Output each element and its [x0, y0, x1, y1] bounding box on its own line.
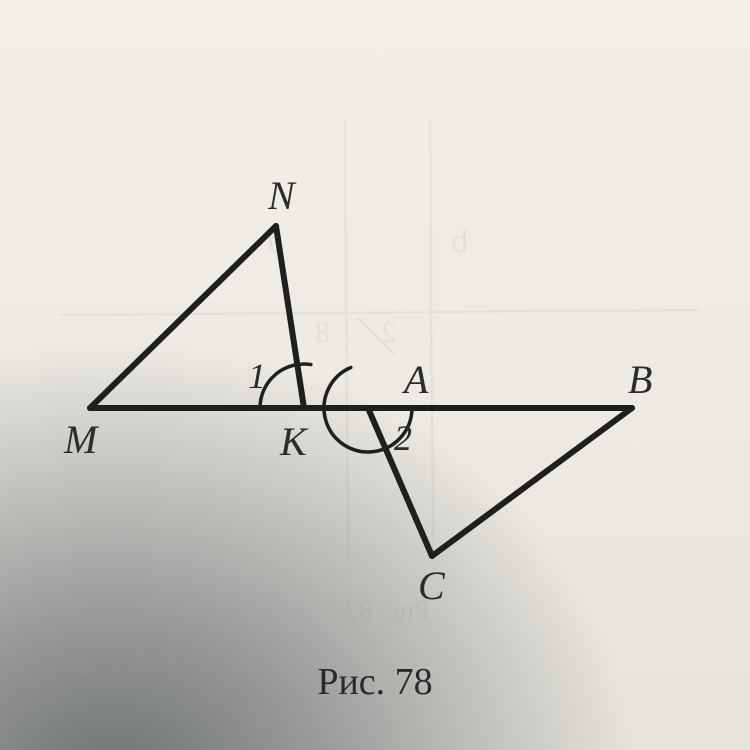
point-label-C: C — [418, 566, 445, 606]
point-label-K: K — [280, 422, 307, 462]
figure-caption: Рис. 78 — [0, 660, 750, 704]
segment-NK — [276, 226, 304, 408]
angle-label-1: 1 — [248, 358, 266, 394]
point-label-M: M — [64, 420, 97, 460]
point-label-B: B — [628, 360, 652, 400]
point-label-N: N — [268, 176, 295, 216]
angle-label-2: 2 — [394, 420, 412, 456]
point-label-A: A — [404, 360, 428, 400]
segment-BC — [432, 408, 632, 556]
